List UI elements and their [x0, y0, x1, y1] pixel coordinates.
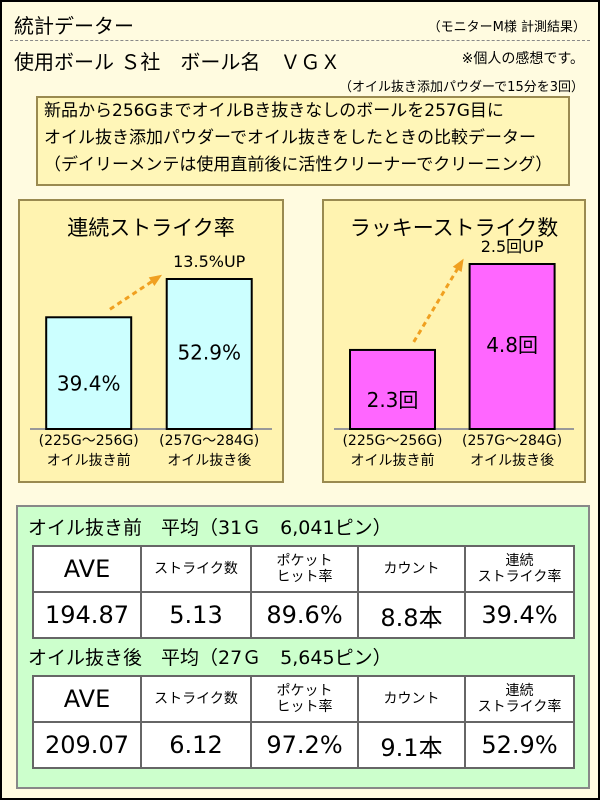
- value-label: 52.9%: [177, 341, 241, 365]
- data-cell: 8.8本: [357, 591, 466, 639]
- note-line: オイル抜き添加パウダーでオイル抜きをしたときの比較データー: [44, 128, 536, 148]
- arrow: [412, 261, 463, 343]
- note-line: 新品から256GまでオイルBき抜きなしのボールを257G目に: [44, 101, 504, 121]
- summary-table: AVE ストライク数 ポケット ヒット率 カウント 連続 ストライク率 209.07 6.12 9…: [32, 675, 575, 769]
- header-cell: 連続 ストライク率: [464, 545, 575, 593]
- arrow-head: [452, 258, 464, 272]
- header-cell: AVE: [32, 545, 142, 593]
- x-tick-label: オイル抜き前: [47, 452, 131, 469]
- data-row: 209.07 6.12 97.2% 9.1本 52.9%: [32, 721, 575, 769]
- note-box: 新品から256GまでオイルBき抜きなしのボールを257G目に オイル抜き添加パウ…: [36, 96, 570, 186]
- header-cell: ストライク数: [140, 675, 252, 723]
- data-cell: 194.87: [32, 591, 142, 639]
- bar: [349, 348, 436, 430]
- header-cell: ストライク数: [140, 545, 252, 593]
- header-row: AVE ストライク数 ポケット ヒット率 カウント 連続 ストライク率: [32, 675, 575, 723]
- header-cell: AVE: [32, 675, 142, 723]
- separator: [10, 40, 590, 41]
- bar: [468, 263, 556, 430]
- table-title: オイル抜き前 平均（31Ｇ 6,041ピン）: [28, 517, 392, 539]
- header-cell: ポケット ヒット率: [250, 545, 359, 593]
- bar: [45, 316, 133, 430]
- summary-table: AVE ストライク数 ポケット ヒット率 カウント 連続 ストライク率 194.87 5.13 8…: [32, 545, 575, 639]
- value-label: 39.4%: [57, 372, 121, 396]
- x-tick-label: オイル抜き後: [470, 453, 554, 469]
- data-row: 194.87 5.13 89.6% 8.8本 39.4%: [32, 591, 575, 639]
- value-label: 4.8回: [486, 333, 538, 357]
- data-cell: 39.4%: [464, 591, 575, 639]
- header-line: ストライク率: [477, 569, 562, 585]
- chart-title: ラッキーストライク数: [350, 216, 559, 240]
- header-line: ヒット率: [276, 699, 333, 715]
- data-cell: 97.2%: [250, 721, 359, 769]
- chart: 連続ストライク率 39.4% (225G～256G) オイル抜き前 52.9% (257G…: [30, 216, 272, 469]
- ball: 使用ボール Ｓ社 ボール名 ＶＧＸ: [14, 50, 341, 74]
- header-line: 連続: [505, 553, 534, 569]
- header-cell: ポケット ヒット率: [250, 675, 359, 723]
- data-cell: 9.1本: [357, 721, 466, 769]
- chart-panel: 連続ストライク率 39.4% (225G～256G) オイル抜き前 52.9% (257G…: [18, 199, 284, 483]
- header-line: 連続: [505, 683, 534, 699]
- data-cell: 6.12: [140, 721, 252, 769]
- arrow: [109, 275, 160, 311]
- note-line: （デイリーメンテは使用直前後に活性クリーナーでクリーニング）: [44, 155, 553, 175]
- data-cell: 89.6%: [250, 591, 359, 639]
- source: （モニターM様 計測結果）: [427, 20, 586, 35]
- data-cell: 5.13: [140, 591, 252, 639]
- chart-panel: ラッキーストライク数 2.3回 (225G～256G) オイル抜き前 4.8回 (257G…: [322, 199, 586, 483]
- header-cell: 連続 ストライク率: [464, 675, 575, 723]
- header-line: ポケット: [276, 683, 333, 699]
- annotation: 13.5%UP: [173, 252, 246, 271]
- header-line: ストライク率: [477, 699, 562, 715]
- data-cell: 52.9%: [464, 721, 575, 769]
- title: 統計データー: [14, 14, 134, 38]
- arrow-head: [148, 274, 163, 287]
- chart-title: 連続ストライク率: [67, 216, 235, 240]
- header-line: ヒット率: [276, 569, 333, 585]
- table-title: オイル抜き後 平均（27Ｇ 5,645ピン）: [28, 647, 392, 669]
- header-cell: カウント: [357, 675, 466, 723]
- summary-panel: オイル抜き前 平均（31Ｇ 6,041ピン） AVE ストライク数 ポケット ヒット率カ…: [16, 505, 590, 789]
- header-line: ポケット: [276, 553, 333, 569]
- treatment: （オイル抜き添加パウダーで15分を3回）: [338, 80, 584, 95]
- header-cell: カウント: [357, 545, 466, 593]
- bar: [165, 278, 253, 430]
- chart: ラッキーストライク数 2.3回 (225G～256G) オイル抜き前 4.8回 (257G…: [334, 216, 574, 469]
- header-row: AVE ストライク数 ポケット ヒット率 カウント 連続 ストライク率: [32, 545, 575, 593]
- annotation: 2.5回UP: [481, 237, 544, 256]
- x-tick-label: (257G～284G): [159, 433, 259, 449]
- x-tick-label: (257G～284G): [462, 433, 562, 449]
- disclaimer: ※個人の感想です。: [461, 51, 584, 67]
- value-label: 2.3回: [367, 388, 419, 412]
- x-tick-label: (225G～256G): [342, 433, 442, 449]
- data-cell: 209.07: [32, 721, 142, 769]
- x-tick-label: (225G～256G): [39, 433, 139, 449]
- x-tick-label: オイル抜き前: [351, 452, 435, 469]
- x-tick-label: オイル抜き後: [167, 453, 251, 469]
